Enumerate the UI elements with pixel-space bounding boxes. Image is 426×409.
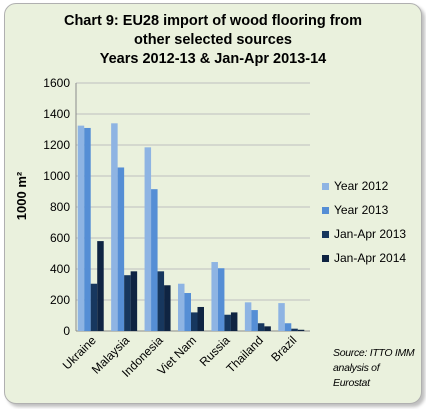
bar [224,314,231,331]
y-tick-label: 1600 [43,76,70,90]
legend-label: Jan-Apr 2013 [334,227,406,241]
bar [77,125,85,331]
y-tick-label: 800 [50,200,70,214]
bar [124,275,131,331]
bar [297,329,305,331]
bar [130,271,138,331]
bar [197,306,204,331]
legend-swatch [322,183,329,190]
bar [278,303,285,331]
bar [184,293,191,331]
bar [257,323,265,331]
y-axis-ticks: 0 200 400 600 800 1000 1200 1400 1600 [43,76,70,338]
bar [291,328,298,331]
bar [251,310,258,331]
y-tick-label: 0 [63,324,70,338]
legend-label: Jan-Apr 2014 [334,251,406,265]
bar [84,127,91,331]
legend-label: Year 2013 [334,203,389,217]
legend-swatch [322,255,329,262]
y-tick-label: 1000 [43,169,70,183]
bar [97,241,104,331]
bar [111,123,118,331]
source-line-2: analysis of Eurostat [333,362,380,389]
bar [151,189,158,331]
bar [117,167,125,331]
bar [191,312,198,331]
bar [144,147,152,331]
x-tick-label: Brazil [268,333,299,364]
y-tick-label: 400 [50,262,70,276]
bars [77,123,305,331]
source-line-1: Source: ITTO IMM [333,347,415,359]
bar [211,262,218,331]
bar [90,283,98,331]
y-tick-label: 200 [50,293,70,307]
bar [164,285,171,331]
chart-title-line-1: Chart 9: EU28 import of wood flooring fr… [63,13,363,29]
legend: Year 2012 Year 2013 Jan-Apr 2013 Jan-Apr 20… [322,179,406,265]
y-tick-label: 1200 [43,138,70,152]
y-tick-label: 1400 [43,107,70,121]
y-axis-label: 1000 m² [14,171,29,220]
chart-title-line-2: other selected sources [134,32,292,48]
bar [264,326,271,331]
chart-title-line-3: Years 2012-13 & Jan-Apr 2013-14 [99,51,327,67]
bar [284,323,292,331]
bar [217,268,225,331]
x-tick-label: Thailand [224,333,266,375]
chart-frame [4,3,422,404]
legend-swatch [322,207,329,214]
bar [244,302,252,331]
y-tick-label: 600 [50,231,70,245]
source-note: Source: ITTO IMM analysis of Eurostat [333,346,417,391]
bar [178,283,185,331]
legend-label: Year 2012 [334,179,389,193]
gridlines [75,82,310,332]
legend-swatch [322,231,329,238]
bar [230,312,238,331]
bar [157,271,165,331]
